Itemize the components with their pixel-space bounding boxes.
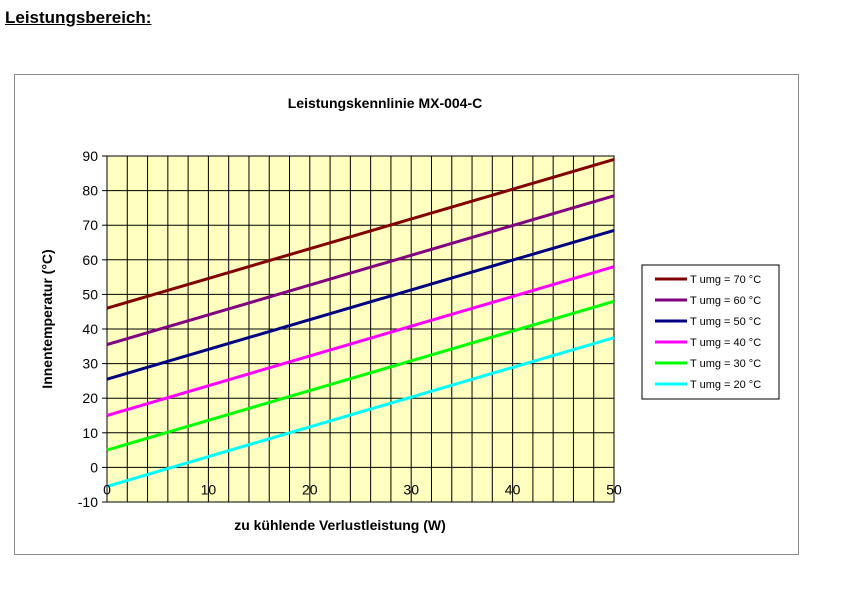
series-line (106, 336, 615, 488)
chart-frame: Leistungskennlinie MX-004-C -10 0 10 20 30 40… (14, 74, 799, 555)
x-tick-label: 50 (606, 481, 622, 497)
x-tick-label: 0 (103, 481, 111, 497)
y-tick-label: -10 (78, 494, 98, 510)
series-line (106, 158, 615, 310)
legend-box (641, 264, 780, 400)
y-tick-label: 40 (82, 321, 98, 337)
x-axis-label: zu kühlende Verlustleistung (W) (234, 517, 446, 533)
y-tick-label: 70 (82, 217, 98, 233)
legend-label: T umg = 50 °C (690, 316, 761, 328)
x-axis-ticks: 0 10 20 30 40 50 (103, 481, 622, 497)
chart-title: Leistungskennlinie MX-004-C (288, 95, 482, 111)
y-tick-label: 60 (82, 252, 98, 268)
series-line (106, 228, 615, 381)
legend-label: T umg = 20 °C (690, 379, 761, 391)
y-tick-label: 30 (82, 356, 98, 372)
y-tick-label: 80 (82, 183, 98, 199)
x-tick-label: 40 (505, 481, 521, 497)
horizontal-gridlines (107, 155, 614, 503)
legend-label: T umg = 40 °C (690, 337, 761, 349)
y-tick-label: 20 (82, 390, 98, 406)
series-lines (106, 158, 615, 488)
y-tick-label: 10 (82, 425, 98, 441)
series-line (106, 194, 615, 347)
y-tick-label: 90 (82, 148, 98, 164)
series-line (106, 299, 615, 452)
x-tick-label: 30 (403, 481, 419, 497)
legend-label: T umg = 60 °C (690, 295, 761, 307)
y-tick-label: 50 (82, 286, 98, 302)
legend-label: T umg = 30 °C (690, 358, 761, 370)
x-tick-label: 10 (201, 481, 217, 497)
y-tick-label: 0 (90, 459, 98, 475)
x-tick-label: 20 (302, 481, 318, 497)
series-line (106, 265, 615, 417)
section-heading: Leistungsbereich: (5, 8, 152, 27)
legend-label: T umg = 70 °C (690, 274, 761, 286)
performance-chart: Leistungskennlinie MX-004-C -10 0 10 20 30 40… (39, 95, 780, 533)
legend: T umg = 70 °C T umg = 60 °C T umg = 50 °C T… (641, 264, 780, 400)
y-axis-ticks: -10 0 10 20 30 40 50 60 70 80 90 (78, 148, 107, 510)
y-axis-label: Innentemperatur (°C) (39, 249, 55, 388)
